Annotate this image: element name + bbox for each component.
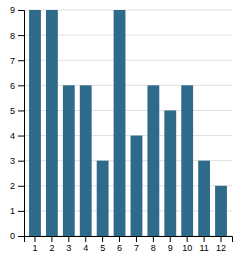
bar [215, 186, 227, 236]
y-tick-label: 2 [10, 181, 15, 191]
x-axis: 123456789101112 [25, 236, 233, 253]
y-tick: 0 [10, 231, 24, 241]
y-tick-mark [18, 211, 24, 212]
y-tick-label: 3 [10, 156, 15, 166]
x-tick-label: 10 [182, 243, 192, 253]
x-tick-mark [170, 236, 171, 242]
x-tick-mark [204, 236, 205, 242]
y-tick: 8 [10, 30, 24, 40]
y-tick-label: 9 [10, 5, 15, 15]
x-tick: 4 [83, 236, 88, 253]
x-tick: 9 [168, 236, 173, 253]
x-tick-label: 8 [151, 243, 156, 253]
y-tick-mark [18, 110, 24, 111]
y-tick-mark [18, 136, 24, 137]
y-axis: 0 1 2 3 4 5 6 7 8 9 [10, 5, 25, 241]
x-tick-mark [34, 236, 35, 242]
y-tick-mark [18, 35, 24, 36]
chart-container: 0123456789123456789101112 [0, 0, 240, 258]
y-tick-label: 8 [10, 30, 15, 40]
y-tick-label: 0 [10, 231, 15, 241]
x-tick-label: 5 [100, 243, 105, 253]
x-tick-mark [85, 236, 86, 242]
y-tick: 4 [10, 131, 24, 141]
x-tick-mark [68, 236, 69, 242]
x-tick-label: 6 [117, 243, 122, 253]
y-axis-line [18, 11, 25, 237]
x-tick-mark [119, 236, 120, 242]
plot-area: 0123456789123456789101112 [10, 5, 233, 253]
x-tick-mark [136, 236, 137, 242]
y-tick-mark [18, 161, 24, 162]
y-tick-mark [18, 85, 24, 86]
y-tick-label: 7 [10, 56, 15, 66]
bars [29, 10, 227, 236]
bar [164, 110, 176, 236]
x-tick-mark [187, 236, 188, 242]
bar [80, 85, 92, 236]
bar [114, 10, 126, 236]
y-tick-mark [18, 236, 24, 237]
y-tick-mark [18, 60, 24, 61]
grid [24, 10, 232, 236]
x-tick: 2 [49, 236, 54, 253]
bar [131, 136, 143, 236]
x-tick: 5 [100, 236, 105, 253]
bar [181, 85, 193, 236]
y-tick: 7 [10, 56, 24, 66]
y-tick: 9 [10, 5, 24, 15]
x-tick-label: 1 [32, 243, 37, 253]
x-tick-mark [51, 236, 52, 242]
y-tick-label: 5 [10, 106, 15, 116]
y-tick: 6 [10, 81, 24, 91]
x-tick: 11 [199, 236, 208, 253]
x-tick-mark [221, 236, 222, 242]
x-tick: 10 [182, 236, 192, 253]
y-tick: 3 [10, 156, 24, 166]
y-tick-mark [18, 10, 24, 11]
x-tick: 12 [216, 236, 226, 253]
x-tick-label: 7 [134, 243, 139, 253]
x-tick-label: 11 [199, 243, 208, 253]
x-tick: 7 [134, 236, 139, 253]
y-tick: 5 [10, 106, 24, 116]
bar [63, 85, 75, 236]
x-tick-label: 12 [216, 243, 226, 253]
y-tick-label: 4 [10, 131, 15, 141]
y-tick-label: 1 [10, 206, 15, 216]
x-axis-line [25, 237, 233, 243]
x-tick-mark [102, 236, 103, 242]
x-tick-label: 4 [83, 243, 88, 253]
x-tick-label: 9 [168, 243, 173, 253]
bar [97, 161, 109, 236]
x-tick: 1 [32, 236, 37, 253]
x-tick: 3 [66, 236, 71, 253]
x-tick-mark [153, 236, 154, 242]
bar [198, 161, 210, 236]
bar [46, 10, 58, 236]
y-tick-label: 6 [10, 81, 15, 91]
x-tick: 8 [151, 236, 156, 253]
x-tick-label: 3 [66, 243, 71, 253]
bar [147, 85, 159, 236]
chart-svg: 0123456789123456789101112 [0, 0, 240, 258]
y-tick: 2 [10, 181, 24, 191]
y-tick: 1 [10, 206, 24, 216]
bar [29, 10, 41, 236]
x-tick: 6 [117, 236, 122, 253]
x-tick-label: 2 [49, 243, 54, 253]
y-tick-mark [18, 186, 24, 187]
